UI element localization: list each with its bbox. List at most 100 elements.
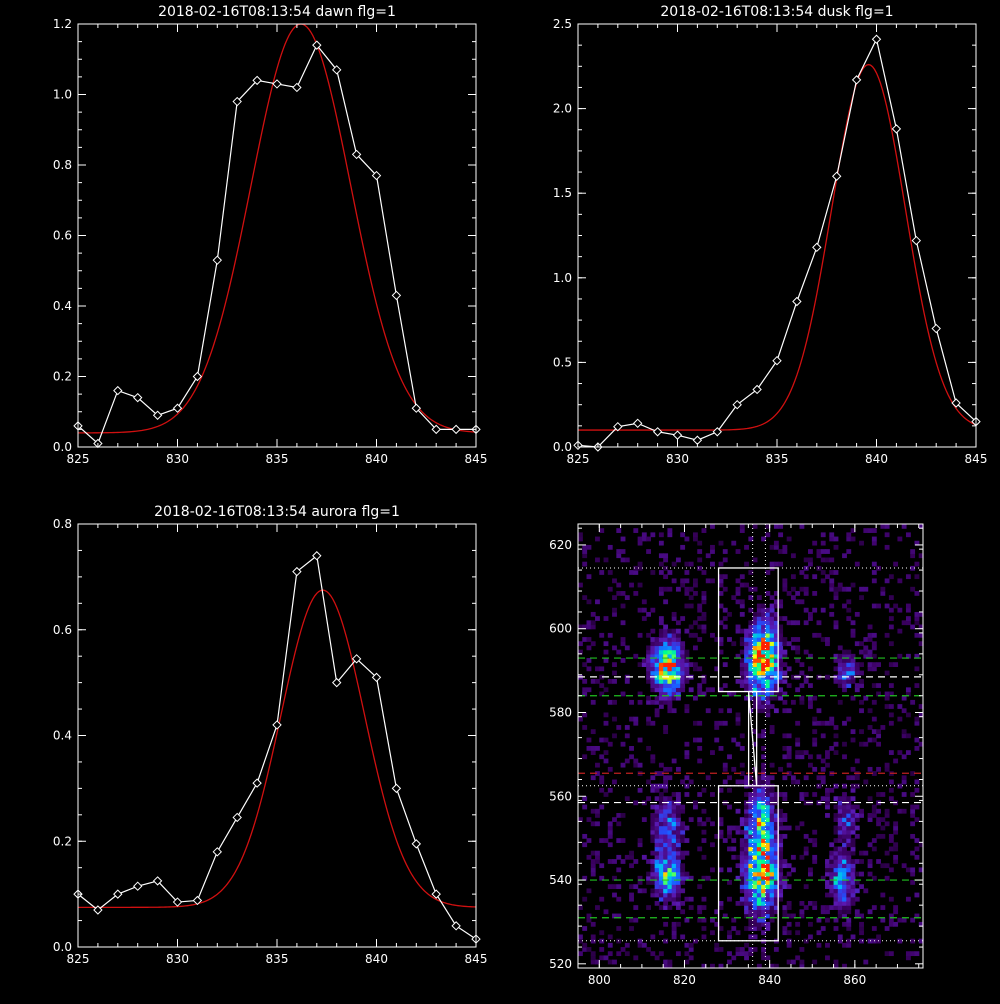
heatmap-cell: [842, 900, 847, 906]
heatmap-cell: [624, 557, 630, 563]
heatmap-cell: [752, 842, 758, 848]
heatmap-cell: [833, 796, 839, 802]
heatmap-cell: [744, 900, 749, 906]
heatmap-cell: [603, 720, 609, 726]
heatmap-cell: [629, 854, 634, 860]
heatmap-cell: [914, 666, 920, 672]
heatmap-cell: [761, 691, 767, 697]
heatmap-cell: [663, 725, 669, 730]
heatmap-cell: [859, 708, 864, 714]
heatmap-cell: [795, 741, 801, 747]
heatmap-cell: [910, 917, 916, 923]
heatmap-cell: [667, 645, 673, 651]
heatmap-cell: [671, 888, 677, 894]
heatmap-cell: [680, 662, 686, 668]
heatmap-cell: [761, 888, 767, 894]
heatmap-cell: [803, 905, 809, 910]
heatmap-cell: [901, 917, 907, 923]
heatmap-cell: [778, 808, 784, 814]
heatmap-cell: [765, 658, 771, 663]
heatmap-cell: [761, 880, 767, 885]
heatmap-cell: [842, 909, 847, 915]
heatmap-cell: [790, 586, 796, 592]
heatmap-cell: [688, 955, 694, 961]
heatmap-cell: [850, 536, 856, 542]
y-tick-label: 2.0: [553, 102, 572, 116]
heatmap-cell: [667, 775, 673, 781]
heatmap-cell: [854, 561, 860, 567]
heatmap-cell: [744, 544, 749, 550]
x-tick-label: 825: [67, 452, 90, 466]
heatmap-cell: [761, 762, 767, 768]
heatmap-cell: [837, 678, 843, 684]
heatmap-cell: [735, 578, 741, 584]
heatmap-cell: [599, 896, 605, 902]
heatmap-cell: [701, 678, 707, 684]
heatmap-cell: [799, 909, 805, 915]
heatmap-cell: [735, 951, 741, 957]
heatmap-cell: [773, 863, 779, 869]
heatmap-cell: [761, 628, 767, 634]
heatmap-cell: [846, 678, 852, 684]
heatmap-cell: [773, 666, 779, 672]
heatmap-cell: [578, 951, 583, 957]
heatmap-cell: [842, 867, 847, 873]
heatmap-cell: [654, 670, 660, 676]
heatmap-cell: [884, 863, 890, 869]
heatmap-cell: [863, 850, 869, 856]
heatmap-cell: [888, 607, 894, 613]
heatmap-cell: [825, 762, 830, 768]
heatmap-cell: [701, 875, 707, 881]
heatmap-cell: [607, 959, 613, 965]
heatmap-cell: [918, 842, 924, 848]
heatmap-cell: [701, 905, 707, 910]
heatmap-cell: [829, 854, 835, 860]
heatmap-cell: [684, 708, 690, 714]
heatmap-cell: [914, 913, 920, 919]
heatmap-cell: [620, 762, 626, 768]
heatmap-cell: [769, 653, 775, 659]
heatmap-cell: [761, 754, 767, 760]
heatmap-cell: [761, 825, 767, 831]
heatmap-cell: [671, 842, 677, 848]
heatmap-cell: [863, 888, 869, 894]
heatmap-cell: [654, 808, 660, 814]
heatmap-cell: [675, 854, 681, 860]
heatmap-cell: [837, 582, 843, 588]
heatmap-cell: [893, 662, 899, 668]
heatmap-cell: [778, 792, 784, 797]
heatmap-cell: [586, 666, 592, 672]
heatmap-cell: [658, 880, 664, 885]
heatmap-cell: [599, 863, 605, 869]
heatmap-cell: [752, 905, 758, 910]
heatmap-cell: [773, 838, 779, 843]
x-tick-label: 825: [567, 452, 590, 466]
heatmap-cell: [680, 875, 686, 881]
heatmap-cell: [778, 632, 784, 638]
heatmap-cell: [675, 766, 681, 772]
heatmap-cell: [914, 779, 920, 785]
heatmap-cell: [918, 938, 924, 944]
heatmap-cell: [582, 926, 588, 931]
heatmap-cell: [624, 645, 630, 651]
heatmap-cell: [684, 850, 690, 856]
heatmap-cell: [693, 662, 698, 668]
heatmap-cell: [744, 666, 749, 672]
heatmap-cell: [654, 867, 660, 873]
heatmap-cell: [910, 938, 916, 944]
heatmap-cell: [778, 641, 784, 647]
heatmap-cell: [790, 674, 796, 680]
heatmap-cell: [599, 737, 605, 743]
heatmap-cell: [667, 867, 673, 873]
heatmap-cell: [680, 532, 686, 538]
heatmap-cell: [901, 524, 907, 529]
heatmap-cell: [842, 854, 847, 860]
heatmap-cell: [718, 720, 724, 726]
heatmap-cell: [765, 892, 771, 898]
heatmap-cell: [667, 699, 673, 705]
heatmap-cell: [816, 917, 822, 923]
heatmap-cell: [658, 833, 664, 839]
heatmap-cell: [799, 900, 805, 906]
heatmap-cell: [739, 524, 745, 529]
heatmap-cell: [658, 641, 664, 647]
